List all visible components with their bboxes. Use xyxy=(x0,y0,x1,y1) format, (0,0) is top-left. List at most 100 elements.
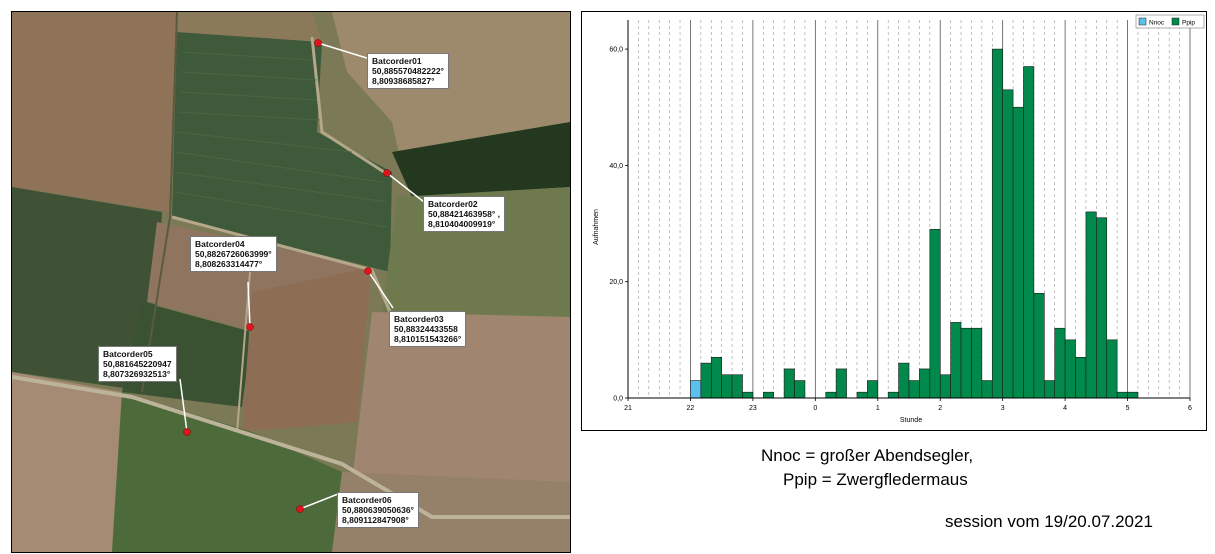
bar-ppip xyxy=(1116,391,1128,399)
recorder-markers xyxy=(183,39,391,513)
bar-ppip xyxy=(867,380,879,399)
bar-ppip xyxy=(1023,66,1035,399)
field-green-south xyxy=(112,392,342,552)
legend-label-ppip: Ppip xyxy=(1182,20,1195,27)
recorder-marker xyxy=(314,39,322,47)
bar-ppip xyxy=(939,374,951,399)
aerial-map-imagery xyxy=(12,12,570,552)
recorder-marker xyxy=(183,428,191,436)
bar-ppip xyxy=(981,380,993,399)
histogram-bars xyxy=(690,48,1139,399)
field-beige-northeast xyxy=(332,12,570,167)
aerial-map: Batcorder01 50,885570482222° 8,809386858… xyxy=(11,11,571,553)
bar-ppip xyxy=(762,391,775,399)
recorder-name: Batcorder05 xyxy=(103,349,153,359)
x-tick-label: 22 xyxy=(687,405,695,412)
tree-line xyxy=(392,122,570,197)
y-tick-label: 20,0 xyxy=(609,279,623,286)
recorder-name: Batcorder04 xyxy=(195,239,245,249)
legend-swatch-ppip xyxy=(1171,17,1180,26)
x-tick-label: 3 xyxy=(1001,405,1005,412)
recorder-name: Batcorder02 xyxy=(428,199,478,209)
bar-ppip xyxy=(908,380,920,399)
bar-ppip xyxy=(1064,339,1076,399)
bar-ppip xyxy=(1033,293,1045,399)
bar-ppip xyxy=(1054,327,1066,399)
caption-species-ppip: Ppip = Zwergfledermaus xyxy=(783,470,968,489)
bar-ppip xyxy=(887,391,899,399)
recorder-marker xyxy=(364,267,372,275)
bar-ppip xyxy=(971,327,983,399)
recorder-marker xyxy=(246,323,254,331)
recorder-name: Batcorder03 xyxy=(394,314,444,324)
bar-ppip xyxy=(721,374,733,399)
bar-ppip xyxy=(1075,356,1087,399)
recorder-label-03: Batcorder03 50,88324433558 8,81015154326… xyxy=(389,311,467,347)
legend-swatch-nnoc xyxy=(1138,17,1147,26)
x-tick-label: 2 xyxy=(938,405,942,412)
recorder-lat: 50,880639050636° xyxy=(342,505,414,515)
x-tick-label: 0 xyxy=(813,405,817,412)
recorder-lon: 8,810151543266° xyxy=(394,334,462,344)
recorder-lat: 50,8826726063999° xyxy=(195,249,272,259)
recorder-name: Batcorder01 xyxy=(372,56,422,66)
x-tick-label: 1 xyxy=(876,405,880,412)
bar-ppip xyxy=(1002,89,1014,399)
x-tick-label: 6 xyxy=(1188,405,1192,412)
bar-ppip xyxy=(1043,380,1056,399)
bar-ppip xyxy=(700,362,712,399)
legend-label-nnoc: Nnoc xyxy=(1149,20,1165,27)
bar-ppip xyxy=(919,368,931,399)
recorder-label-02: Batcorder02 50,88421463958° , 8,81040400… xyxy=(423,196,505,232)
recorder-marker xyxy=(383,169,391,177)
chart-legend: Nnoc Ppip xyxy=(1135,14,1205,29)
x-tick-label: 23 xyxy=(749,405,757,412)
bar-ppip xyxy=(950,322,962,399)
legend-box xyxy=(1135,14,1205,29)
y-tick-label: 60,0 xyxy=(609,47,623,54)
bar-ppip xyxy=(991,48,1003,399)
bar-ppip xyxy=(1106,339,1118,399)
bar-ppip xyxy=(898,362,910,399)
bar-ppip xyxy=(825,391,837,399)
bar-ppip xyxy=(835,368,847,399)
bar-ppip xyxy=(1085,211,1097,399)
recorder-lon: 8,809112847908° xyxy=(342,515,409,525)
bar-ppip xyxy=(856,391,868,399)
bar-ppip xyxy=(710,356,722,399)
recorder-label-04: Batcorder04 50,8826726063999° 8,80826331… xyxy=(190,236,277,272)
caption-species-nnoc: Nnoc = großer Abendsegler, xyxy=(761,446,974,465)
caption-session: session vom 19/20.07.2021 xyxy=(945,512,1153,531)
bar-nnoc xyxy=(690,380,702,399)
recorder-lon: 8,808263314477° xyxy=(195,259,263,269)
recorder-label-05: Batcorder05 50,881645220947 8,8073269325… xyxy=(98,346,177,382)
field-brown-northwest xyxy=(12,12,177,212)
bar-ppip xyxy=(742,391,754,399)
recorder-lat: 50,88324433558 xyxy=(394,324,458,334)
bar-ppip xyxy=(929,229,941,399)
bar-ppip xyxy=(1012,106,1024,399)
bar-ppip xyxy=(783,368,795,399)
recorder-lat: 50,881645220947 xyxy=(103,359,172,369)
bar-ppip xyxy=(960,327,972,399)
recorder-label-01: Batcorder01 50,885570482222° 8,809386858… xyxy=(367,53,449,89)
x-tick-label: 5 xyxy=(1126,405,1130,412)
recorder-lon: 8,80938685827° xyxy=(372,76,435,86)
activity-histogram: 21 22 23 0 1 2 3 4 5 6 0,0 20,0 40,0 60,0 Aufnahmen S… xyxy=(581,11,1207,431)
y-tick-label: 40,0 xyxy=(609,163,623,170)
y-tick-label: 0,0 xyxy=(613,396,623,403)
field-green-crop xyxy=(172,32,392,272)
x-tick-label: 4 xyxy=(1063,405,1067,412)
recorder-lat: 50,885570482222° xyxy=(372,66,444,76)
x-tick-label: 21 xyxy=(624,405,632,412)
tick-labels: 21 22 23 0 1 2 3 4 5 60,020,040,060,0 xyxy=(609,47,1192,412)
bar-ppip xyxy=(1096,217,1108,399)
recorder-name: Batcorder06 xyxy=(342,495,392,505)
bar-ppip xyxy=(1127,391,1139,399)
recorder-lon: 8,810404009919° xyxy=(428,219,496,229)
y-axis-label: Aufnahmen xyxy=(593,209,600,245)
recorder-lat: 50,88421463958° , xyxy=(428,209,500,219)
field-light-southeast xyxy=(352,312,570,492)
recorder-label-06: Batcorder06 50,880639050636° 8,809112847… xyxy=(337,492,419,528)
recorder-marker xyxy=(296,505,304,513)
